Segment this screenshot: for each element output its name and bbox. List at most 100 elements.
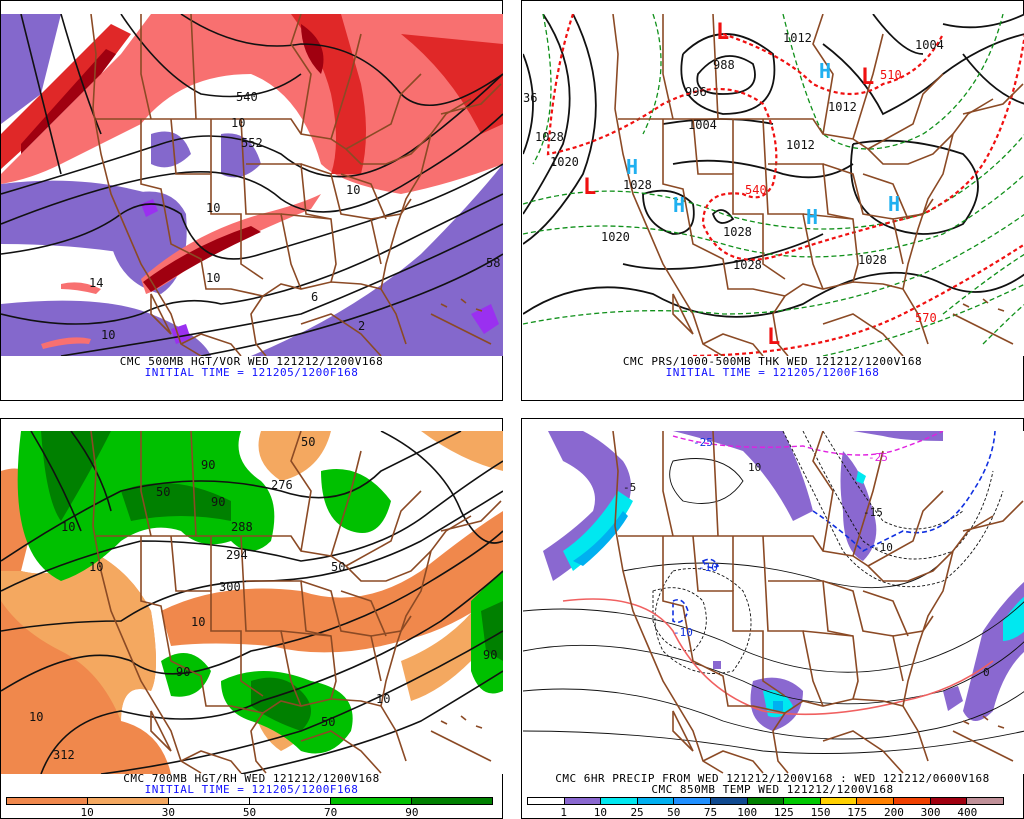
colorbar-label: 70	[324, 806, 338, 819]
panel-title: CMC 6HR PRECIP FROM WED 121212/1200V168 …	[555, 773, 990, 785]
contour-label: 10	[191, 615, 205, 629]
low-center: L	[767, 325, 780, 350]
colorbar-label: 175	[847, 806, 868, 819]
colorbar-swatch	[169, 798, 250, 804]
colorbar-label: 1	[560, 806, 567, 819]
contour-label: -25	[693, 436, 713, 449]
isobar-label: 988	[713, 58, 735, 72]
colorbar-label: 10	[80, 806, 94, 819]
initial-time: INITIAL TIME = 121205/1200F168	[665, 367, 880, 379]
colorbar-swatch	[930, 798, 968, 804]
map-700mb-rh: 50 90 50 90 10 10 300 288 276 294 10 50 …	[1, 431, 503, 774]
colorbar-label: 125	[773, 806, 794, 819]
isobar-label: 1012	[828, 100, 857, 114]
contour-label: 50	[321, 715, 335, 729]
colorbar-swatch	[250, 798, 331, 804]
low-center: L	[716, 20, 729, 45]
colorbar-label: 90	[405, 806, 419, 819]
isobar-label: 1004	[688, 118, 717, 132]
positive-vorticity-fill	[1, 14, 503, 349]
high-center: H	[626, 155, 638, 179]
contour-label: 312	[53, 748, 75, 762]
colorbar-label: 25	[630, 806, 644, 819]
colorbar-label: 10	[593, 806, 607, 819]
contour-label: 2	[358, 319, 365, 333]
colorbar-label: 300	[920, 806, 941, 819]
contour-label: -10	[698, 561, 718, 574]
moist-rh-fill	[17, 431, 503, 754]
colorbar-swatch	[747, 798, 785, 804]
contour-label: 10	[29, 710, 43, 724]
low-center: L	[861, 65, 874, 90]
colorbar-swatch	[857, 798, 895, 804]
contour-label: 300	[219, 580, 241, 594]
map-500mb-vorticity: 540 552 10 10 10 10 58 14 10 2 6	[1, 14, 503, 356]
colorbar-swatch	[967, 798, 1003, 804]
isobar-label: 1012	[783, 31, 812, 45]
contour-label: 276	[271, 478, 293, 492]
contour-label: 6	[311, 290, 318, 304]
isobar-labels: 988 996 1004 1012 1012 1012 1028 1020 10…	[523, 31, 944, 272]
contour-label: 10	[206, 271, 220, 285]
zero-degree-isotherm	[562, 598, 994, 716]
colorbar-label: 150	[810, 806, 831, 819]
panel-title: CMC 500MB HGT/VOR WED 121212/1200V168	[119, 356, 384, 368]
contour-label: -10	[673, 626, 693, 639]
contour-label: 90	[211, 495, 225, 509]
contour-label: -15	[863, 506, 883, 519]
panel-precip-850temp: -10 -10 10 -25 -25 -5 -15 -10 0 CMC 6HR …	[521, 418, 1024, 819]
thickness-labels: 540 510 570	[745, 68, 937, 325]
low-center: L	[583, 175, 596, 200]
contour-label: 10	[748, 461, 761, 474]
high-center: H	[819, 59, 831, 83]
panel-title: CMC PRS/1000-500MB THK WED 121212/1200V1…	[622, 356, 923, 368]
panel-title: CMC 700MB HGT/RH WED 121212/1200V168	[123, 773, 380, 785]
contour-label: 10	[89, 560, 103, 574]
isobar-label: 1020	[550, 155, 579, 169]
thickness-cold	[523, 14, 1024, 356]
colorbar-swatch	[7, 798, 88, 804]
contour-label: 0	[983, 666, 990, 679]
isobar-label: 36	[523, 91, 537, 105]
contour-label: 10	[61, 520, 75, 534]
height-contours	[1, 431, 503, 774]
colorbar-swatch	[331, 798, 412, 804]
contour-label: 540	[236, 90, 258, 104]
initial-time: INITIAL TIME = 121205/1200F168	[144, 367, 359, 379]
contour-label: 552	[241, 136, 263, 150]
rh-colorbar	[6, 797, 493, 805]
colorbar-swatch	[88, 798, 169, 804]
contour-label: 10	[231, 116, 245, 130]
contour-label: 90	[176, 665, 190, 679]
contour-label: 50	[331, 560, 345, 574]
contour-label: 90	[201, 458, 215, 472]
contour-label: 14	[89, 276, 103, 290]
high-center: H	[806, 205, 818, 229]
contour-label: 10	[206, 201, 220, 215]
colorbar-swatch	[894, 798, 931, 804]
contour-label: 294	[226, 548, 248, 562]
map-precip-850temp: -10 -10 10 -25 -25 -5 -15 -10 0	[523, 431, 1024, 774]
isobar-label: 1028	[723, 225, 752, 239]
contour-label: 10	[376, 692, 390, 706]
high-pressure-centers: H H H H H	[626, 59, 900, 229]
contour-label: 10	[346, 183, 360, 197]
precip-colorbar	[527, 797, 1004, 805]
low-pressure-centers: L L L L	[583, 20, 874, 350]
isobar-label: 1028	[733, 258, 762, 272]
colorbar-label: 50	[667, 806, 681, 819]
contour-label: 50	[301, 435, 315, 449]
colorbar-swatch	[528, 798, 565, 804]
contour-labels: 50 90 50 90 10 10 300 288 276 294 10 50 …	[29, 435, 497, 762]
colorbar-label: 50	[242, 806, 257, 819]
colorbar-swatch	[820, 798, 858, 804]
thickness-label: 540	[745, 183, 767, 197]
cold-isotherm-blue	[672, 431, 996, 624]
initial-time: INITIAL TIME = 121205/1200F168	[144, 784, 359, 796]
map-pressure-thickness: 988 996 1004 1012 1012 1012 1028 1020 10…	[523, 14, 1024, 356]
contour-label: -10	[873, 541, 893, 554]
high-center: H	[673, 193, 685, 217]
colorbar-label: 30	[161, 806, 175, 819]
high-center: H	[888, 192, 900, 216]
contour-label: -5	[623, 481, 636, 494]
